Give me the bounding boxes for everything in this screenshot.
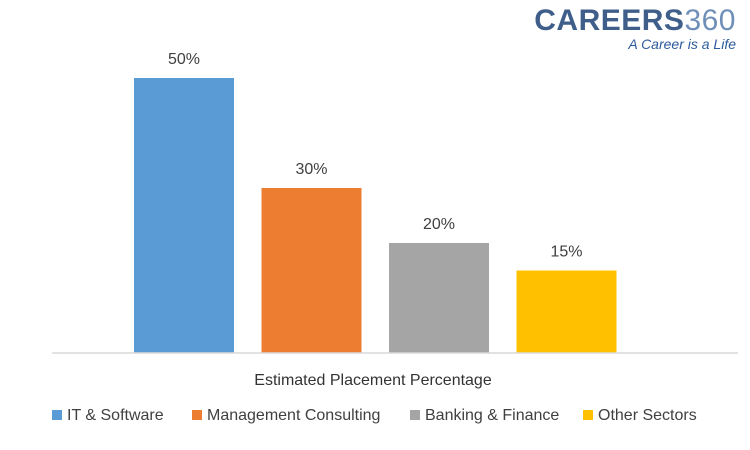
legend-swatch (192, 410, 202, 420)
data-label: 15% (550, 244, 582, 261)
legend: IT & Software Management Consulting Bankin… (52, 407, 697, 424)
data-label: 20% (423, 216, 455, 233)
legend-swatch (52, 410, 62, 420)
data-label: 30% (295, 161, 327, 178)
bar-banking-finance (389, 243, 489, 353)
logo-word: CAREERS (534, 4, 685, 37)
legend-label: Other Sectors (598, 407, 697, 424)
logo-wordmark: CAREERS360 (534, 6, 736, 36)
bar-management-consulting (261, 188, 362, 353)
legend-label: Management Consulting (207, 407, 380, 424)
legend-swatch (410, 410, 420, 420)
bar-other-sectors (516, 270, 617, 353)
bar-it-software (134, 78, 234, 353)
data-label: 50% (168, 51, 200, 68)
careers360-logo: CAREERS360 A Career is a Life (534, 6, 736, 53)
x-category-label: Estimated Placement Percentage (254, 372, 492, 389)
legend-label: Banking & Finance (425, 407, 559, 424)
legend-swatch (583, 410, 593, 420)
logo-tagline: A Career is a Life (628, 36, 736, 52)
logo-number: 360 (684, 4, 736, 37)
legend-label: IT & Software (67, 407, 164, 424)
